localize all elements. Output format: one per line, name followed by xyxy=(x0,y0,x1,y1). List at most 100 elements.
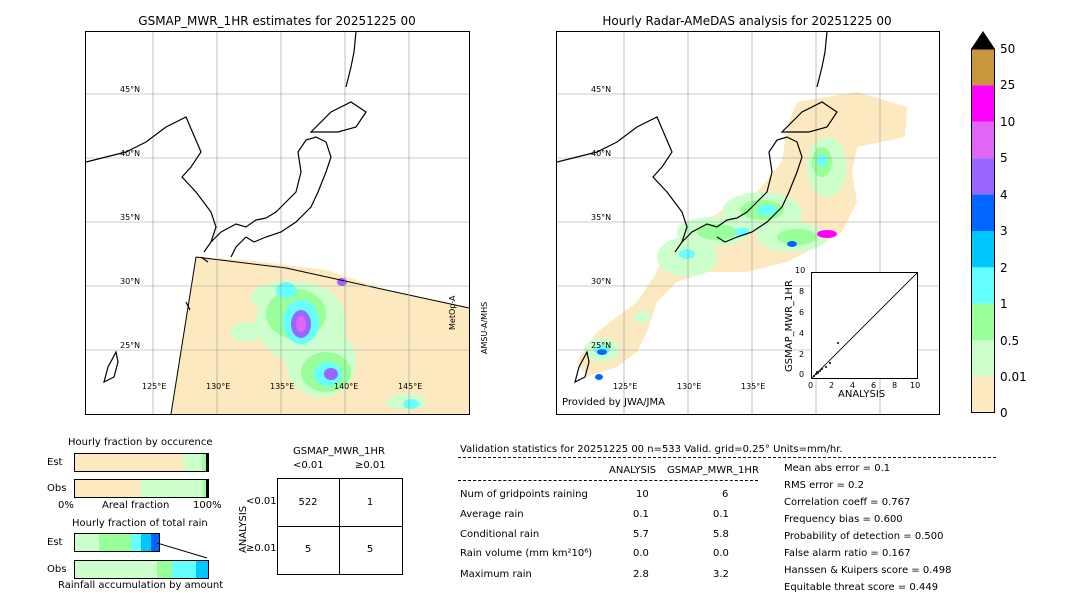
left-lon-145: 145°E xyxy=(398,382,423,391)
contingency-grid: 522 1 5 5 xyxy=(277,478,403,575)
cell-yes-no: 5 xyxy=(304,544,312,555)
inset-ytick-10: 10 xyxy=(795,266,806,275)
row-gsmap-4: 3.2 xyxy=(713,569,729,580)
cbar-label-0.5: 0.5 xyxy=(1000,334,1020,348)
cell-no-no: 522 xyxy=(298,497,318,508)
left-lon-125: 125°E xyxy=(142,382,167,391)
inset-xlabel: ANALYSIS xyxy=(838,389,886,400)
left-lon-130: 130°E xyxy=(206,382,231,391)
inset-scatter xyxy=(811,272,918,379)
score-0: Mean abs error = 0.1 xyxy=(784,463,891,474)
row-analysis-1: 0.1 xyxy=(633,509,649,520)
occurrence-axis-left: 0% xyxy=(58,500,74,511)
provided-by-label: Provided by JWA/JMA xyxy=(562,397,665,408)
row-gsmap-0: 6 xyxy=(722,489,729,500)
right-lat-35: 35°N xyxy=(591,213,612,222)
row-analysis-2: 5.7 xyxy=(633,529,649,540)
row-label-4: Maximum rain xyxy=(460,569,532,580)
row-analysis-4: 2.8 xyxy=(633,569,649,580)
occurrence-axis-right: 100% xyxy=(193,500,222,511)
inset-xtick-8: 8 xyxy=(892,381,898,390)
right-map: 45°N 40°N 35°N 30°N 25°N 125°E 130°E 135… xyxy=(556,31,940,415)
row-gsmap-2: 5.8 xyxy=(713,529,729,540)
score-5: False alarm ratio = 0.167 xyxy=(784,548,911,559)
row-label-1: Average rain xyxy=(460,509,524,520)
colorbar-svg xyxy=(971,31,995,413)
cbar-label-3: 3 xyxy=(1000,224,1008,238)
cbar-label-5: 5 xyxy=(1000,151,1008,165)
inset-ytick-0: 0 xyxy=(799,370,805,379)
total-bar-obs xyxy=(74,560,209,579)
occurrence-bar-est xyxy=(74,453,209,472)
row-analysis-3: 0.0 xyxy=(633,548,649,559)
row-analysis-0: 10 xyxy=(636,489,649,500)
left-map-canvas xyxy=(86,32,469,414)
inset-xtick-0: 0 xyxy=(808,381,814,390)
contingency-row-1: <0.01 xyxy=(246,496,277,507)
cbar-label-10: 10 xyxy=(1000,115,1016,129)
right-lat-45: 45°N xyxy=(591,85,612,94)
row-gsmap-3: 0.0 xyxy=(713,548,729,559)
inset-xtick-6: 6 xyxy=(871,381,877,390)
validation-col-rule xyxy=(458,480,758,481)
occurrence-title: Hourly fraction by occurence xyxy=(68,437,213,448)
inset-ytick-6: 6 xyxy=(799,308,805,317)
left-lon-135: 135°E xyxy=(270,382,295,391)
right-lon-130: 130°E xyxy=(677,382,702,391)
inset-ytick-4: 4 xyxy=(799,329,805,338)
left-lat-30: 30°N xyxy=(120,277,141,286)
colorbar xyxy=(971,31,995,413)
right-lat-40: 40°N xyxy=(591,149,612,158)
colorbar-over-arrow xyxy=(971,31,995,49)
contingency-col-1: <0.01 xyxy=(293,460,324,471)
total-rain-title: Hourly fraction of total rain xyxy=(72,518,208,529)
inset-xtick-10: 10 xyxy=(910,381,921,390)
cbar-label-25: 25 xyxy=(1000,78,1016,92)
row-gsmap-1: 0.1 xyxy=(713,509,729,520)
contingency-col-2: ≥0.01 xyxy=(355,460,386,471)
occurrence-bar-obs xyxy=(74,479,209,498)
inset-xtick-2: 2 xyxy=(829,381,835,390)
contingency-title: GSMAP_MWR_1HR xyxy=(293,446,385,457)
cbar-label-1: 1 xyxy=(1000,297,1008,311)
right-lat-30: 30°N xyxy=(591,277,612,286)
total-bar-connector xyxy=(157,543,208,559)
inset-xtick-4: 4 xyxy=(850,381,856,390)
left-side-label-2: AMSU-A/MHS xyxy=(480,301,489,354)
right-map-title: Hourly Radar-AMeDAS analysis for 2025122… xyxy=(602,14,892,28)
left-side-label-1: MetOp-A xyxy=(448,295,457,330)
left-lat-40: 40°N xyxy=(120,149,141,158)
cell-no-yes: 1 xyxy=(366,497,374,508)
validation-header: Validation statistics for 20251225 00 n=… xyxy=(460,444,843,455)
total-bar-est xyxy=(74,533,160,552)
left-lon-140: 140°E xyxy=(334,382,359,391)
row-label-0: Num of gridpoints raining xyxy=(460,489,588,500)
total-row-obs: Obs xyxy=(47,564,67,575)
occurrence-axis-mid: Areal fraction xyxy=(102,500,170,511)
score-6: Hanssen & Kuipers score = 0.498 xyxy=(784,565,952,576)
inset-scatter-plot xyxy=(811,272,918,379)
cbar-label-0.01: 0.01 xyxy=(1000,370,1027,384)
cbar-label-50: 50 xyxy=(1000,42,1016,56)
inset-ytick-2: 2 xyxy=(799,350,805,359)
occurrence-row-obs: Obs xyxy=(47,483,67,494)
row-label-3: Rain volume (mm km²10⁶) xyxy=(460,548,593,559)
left-map-title: GSMAP_MWR_1HR estimates for 20251225 00 xyxy=(138,14,416,28)
total-axis-caption: Rainfall accumulation by amount xyxy=(58,580,224,591)
cbar-label-2: 2 xyxy=(1000,261,1008,275)
right-lon-125: 125°E xyxy=(613,382,638,391)
total-row-est: Est xyxy=(47,537,63,548)
right-map-canvas xyxy=(557,32,939,414)
score-2: Correlation coeff = 0.767 xyxy=(784,497,911,508)
cbar-label-0: 0 xyxy=(1000,406,1008,420)
right-lat-25: 25°N xyxy=(591,341,612,350)
validation-header-rule xyxy=(458,457,996,458)
right-lon-135: 135°E xyxy=(741,382,766,391)
score-3: Frequency bias = 0.600 xyxy=(784,514,903,525)
inset-ylabel: GSMAP_MWR_1HR xyxy=(784,280,795,372)
left-lat-45: 45°N xyxy=(120,85,141,94)
score-4: Probability of detection = 0.500 xyxy=(784,531,944,542)
cbar-label-4: 4 xyxy=(1000,188,1008,202)
left-lat-35: 35°N xyxy=(120,213,141,222)
left-lat-25: 25°N xyxy=(120,341,141,350)
